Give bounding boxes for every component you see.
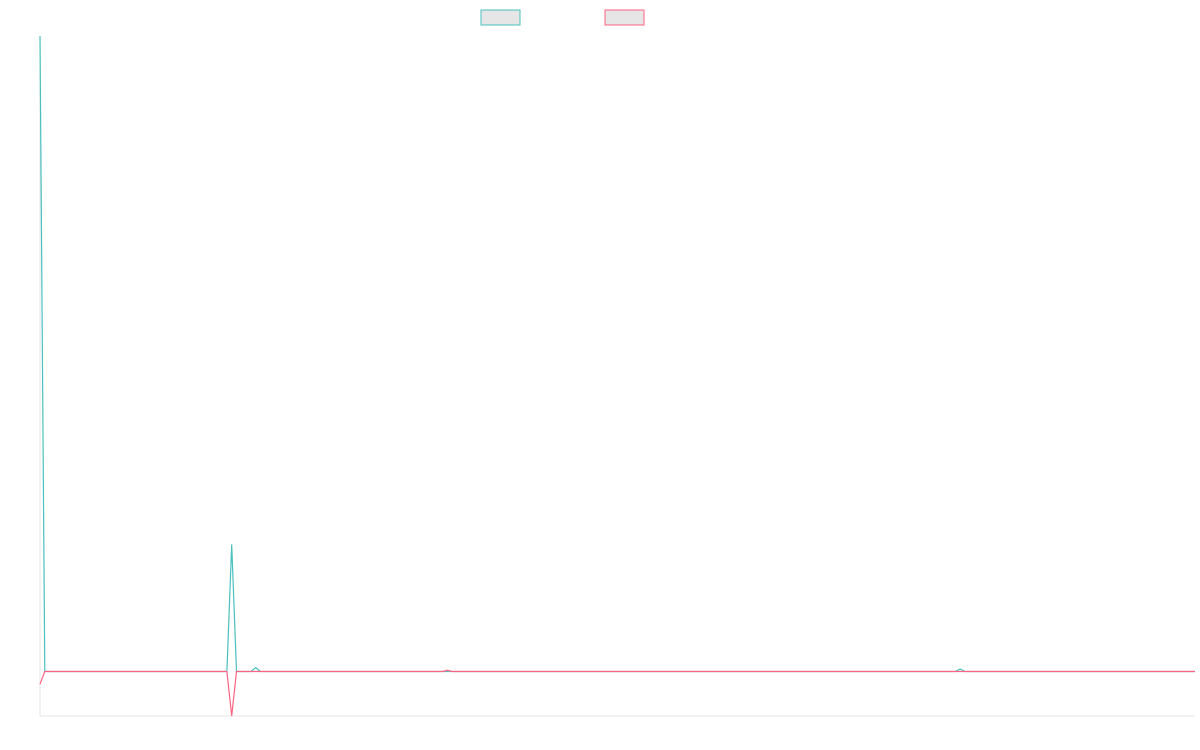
legend-swatch <box>604 9 645 26</box>
line-series <box>39 669 1195 717</box>
line-series <box>39 35 1195 673</box>
legend-swatch <box>480 9 521 26</box>
